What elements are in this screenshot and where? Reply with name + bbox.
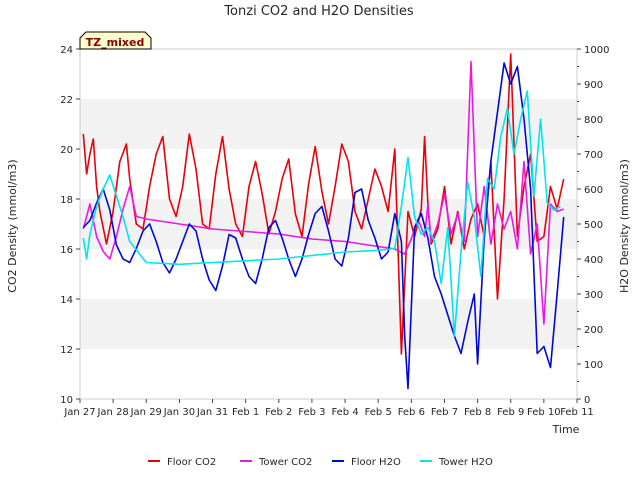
y2-tick-label: 700: [584, 150, 603, 161]
y-tick-label: 10: [60, 395, 73, 406]
series-line-tower-h2o: [82, 90, 561, 337]
x-tick-label: Feb 5: [365, 407, 392, 418]
legend: Floor CO2 Tower CO2 Floor H2O Tower H2O: [148, 457, 493, 468]
y2-tick-label: 200: [584, 325, 603, 336]
chart-title: Tonzi CO2 and H2O Densities: [223, 4, 414, 19]
x-tick-label: Feb 3: [298, 407, 325, 418]
annotation-box: TZ_mixed: [79, 31, 152, 50]
series-line-floor-co2: [82, 53, 565, 355]
series-line-floor-h2o: [82, 62, 565, 390]
x-tick-label: Jan 31: [196, 407, 228, 418]
grid-band: [80, 99, 577, 149]
y2-axis-label: H2O Density (mmol/m3): [618, 159, 631, 293]
y2-tick-label: 100: [584, 360, 603, 371]
x-tick-label: Jan 29: [130, 407, 162, 418]
annotation-box-shape: [79, 31, 152, 50]
annotation-text: TZ_mixed: [86, 36, 145, 49]
axes-layer: 10 12 14 16 18 20 22 24 0 100 200 300 400 500 600 700 80…: [60, 45, 609, 418]
x-tick-label: Feb 6: [398, 407, 425, 418]
y2-tick-label: 400: [584, 255, 603, 266]
series-line-tower-co2: [82, 60, 564, 325]
x-tick-label: Feb 1: [232, 407, 259, 418]
y-tick-label: 24: [60, 45, 73, 56]
y2-tick-label: 800: [584, 115, 603, 126]
x-axis-label: Time: [552, 423, 580, 436]
x-tick-label: Feb 10: [527, 407, 561, 418]
y2-tick-label: 500: [584, 220, 603, 231]
legend-label: Tower H2O: [438, 457, 493, 468]
x-tick-label: Jan 27: [63, 407, 95, 418]
legend-label: Floor H2O: [351, 457, 401, 468]
x-tick-label: Feb 8: [464, 407, 491, 418]
x-tick-label: Feb 11: [560, 407, 594, 418]
y2-tick-label: 0: [584, 395, 590, 406]
series-layer: [82, 53, 565, 390]
x-tick-label: Feb 7: [431, 407, 458, 418]
y-tick-label: 12: [60, 345, 73, 356]
x-tick-label: Jan 30: [163, 407, 195, 418]
x-tick-label: Feb 9: [497, 407, 524, 418]
y2-tick-label: 1000: [584, 45, 609, 56]
y2-tick-label: 900: [584, 80, 603, 91]
y-tick-label: 16: [60, 245, 73, 256]
y-tick-label: 18: [60, 195, 73, 206]
x-tick-label: Feb 4: [331, 407, 358, 418]
y-axis-label: CO2 Density (mmol/m3): [6, 159, 19, 292]
y-tick-label: 20: [60, 145, 73, 156]
x-tick-label: Jan 28: [96, 407, 128, 418]
y-tick-label: 22: [60, 95, 73, 106]
x-tick-label: Feb 2: [265, 407, 292, 418]
grid-band: [80, 299, 577, 349]
legend-label: Floor CO2: [167, 457, 216, 468]
y2-tick-label: 300: [584, 290, 603, 301]
y-tick-label: 14: [60, 295, 73, 306]
legend-label: Tower CO2: [258, 457, 312, 468]
y2-tick-label: 600: [584, 185, 603, 196]
